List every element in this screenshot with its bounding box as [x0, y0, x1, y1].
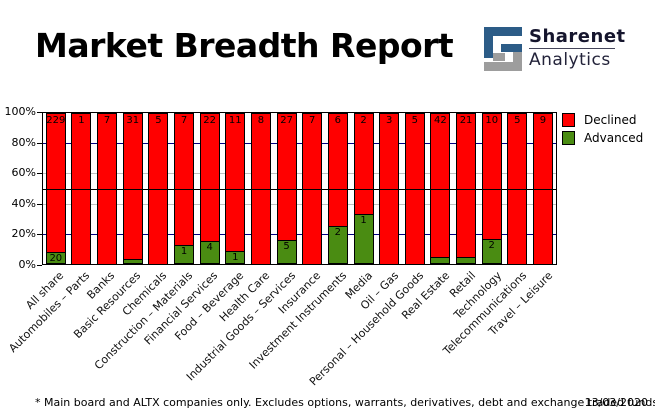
y-tick-mark [37, 142, 42, 144]
bar-all-share: 229 20 [45, 113, 66, 264]
declined-count: 22 [203, 115, 217, 126]
advanced-count: 1 [232, 252, 239, 264]
y-tick-mark [37, 265, 42, 266]
advanced-segment: 1 [353, 213, 374, 264]
declined-segment: 10 [481, 113, 502, 239]
advanced-segment [456, 257, 477, 264]
fifty-percent-line [43, 188, 556, 190]
advanced-count: 4 [206, 241, 213, 253]
declined-count: 6 [334, 115, 342, 126]
y-tick-label-40pct: 40% [11, 196, 36, 210]
gridline-80 [43, 143, 556, 145]
declined-count: 3 [385, 115, 393, 126]
advanced-segment: 1 [225, 251, 246, 264]
bar-food-beverage: 11 1 [225, 113, 246, 264]
declined-count: 2 [360, 115, 367, 126]
declined-count: 7 [180, 115, 188, 126]
declined-count: 27 [280, 115, 293, 126]
bar-series: 229 20 1 7 31 5 7 1 22 4 11 1 8 27 5 7 6 2 2 1 3 5 42 21 10 2 5 9 [43, 113, 556, 264]
page-title: Market Breadth Report [35, 26, 454, 65]
declined-swatch-icon [562, 112, 575, 127]
bar-financial-services: 22 4 [199, 113, 220, 264]
bar-basic-resources: 31 [122, 113, 143, 264]
declined-count: 8 [257, 115, 265, 126]
advanced-segment: 5 [276, 240, 297, 264]
legend-label-advanced: Advanced [584, 130, 644, 145]
y-tick-label-100pct: 100% [4, 105, 36, 118]
sharenet-s-icon [484, 27, 522, 71]
advanced-count: 1 [180, 246, 188, 258]
logo-line1: Sharenet [529, 26, 626, 47]
y-tick-mark [37, 234, 42, 236]
report-date: 13/03/2020 [584, 396, 648, 409]
declined-segment: 27 [276, 113, 297, 241]
declined-count: 1 [78, 115, 85, 126]
declined-count: 7 [309, 115, 316, 126]
footnote: * Main board and ALTX companies only. Ex… [35, 396, 655, 409]
declined-segment: 42 [430, 113, 451, 258]
declined-count: 7 [103, 115, 111, 126]
sharenet-logo: Sharenet Analytics [484, 27, 626, 71]
advanced-swatch-icon [562, 130, 575, 145]
chart-plot-area: 229 20 1 7 31 5 7 1 22 4 11 1 8 27 5 7 6 2 2 1 3 5 42 21 10 2 5 9 [42, 112, 557, 265]
advanced-segment: 2 [327, 226, 348, 264]
gridline-60 [43, 173, 556, 175]
y-tick-label-60pct: 60% [11, 166, 36, 180]
y-tick-label-20pct: 20% [11, 227, 36, 241]
y-tick-label-80pct: 80% [11, 135, 36, 149]
legend-item-declined: Declined [562, 112, 643, 127]
logo-line2: Analytics [529, 50, 611, 70]
advanced-count: 2 [488, 239, 495, 251]
gridline-40 [43, 203, 556, 205]
declined-segment: 22 [199, 113, 220, 241]
declined-segment: 31 [122, 113, 143, 260]
advanced-segment: 2 [481, 238, 502, 264]
advanced-count: 2 [334, 227, 342, 239]
bar-real-estate: 42 [430, 113, 451, 264]
advanced-count: 1 [360, 214, 367, 226]
advanced-count: 20 [49, 252, 63, 264]
declined-count: 10 [485, 115, 499, 126]
advanced-segment: 4 [199, 240, 220, 264]
bar-industrial-goods-services: 27 5 [276, 113, 297, 264]
declined-segment: 7 [174, 113, 195, 246]
advanced-segment: 1 [174, 245, 195, 264]
logo-text: Sharenet Analytics [529, 27, 626, 70]
bar-retail: 21 [456, 113, 477, 264]
declined-segment: 6 [327, 113, 348, 227]
advanced-segment: 20 [45, 251, 66, 264]
declined-segment: 229 [45, 113, 66, 252]
declined-segment: 11 [225, 113, 246, 252]
y-tick-mark [37, 173, 42, 175]
logo-divider [529, 48, 615, 49]
y-tick-label-0pct: 0% [18, 258, 36, 271]
bar-technology: 10 2 [481, 113, 502, 264]
declined-count: 11 [228, 115, 242, 126]
y-tick-mark [37, 112, 42, 113]
gridline-20 [43, 233, 556, 235]
declined-segment: 2 [353, 113, 374, 214]
advanced-count: 5 [283, 241, 290, 253]
declined-count: 5 [155, 115, 162, 126]
legend: Declined Advanced [562, 112, 643, 148]
declined-segment: 21 [456, 113, 477, 258]
declined-count: 5 [514, 115, 521, 126]
legend-item-advanced: Advanced [562, 130, 643, 145]
declined-count: 21 [459, 115, 473, 126]
declined-count: 9 [539, 115, 547, 126]
advanced-segment [122, 259, 143, 264]
advanced-segment [430, 257, 451, 264]
y-tick-mark [37, 203, 42, 205]
declined-count: 5 [411, 115, 418, 126]
declined-count: 31 [126, 115, 140, 126]
legend-label-declined: Declined [584, 112, 637, 127]
declined-count: 229 [46, 115, 66, 126]
declined-count: 42 [434, 115, 447, 126]
